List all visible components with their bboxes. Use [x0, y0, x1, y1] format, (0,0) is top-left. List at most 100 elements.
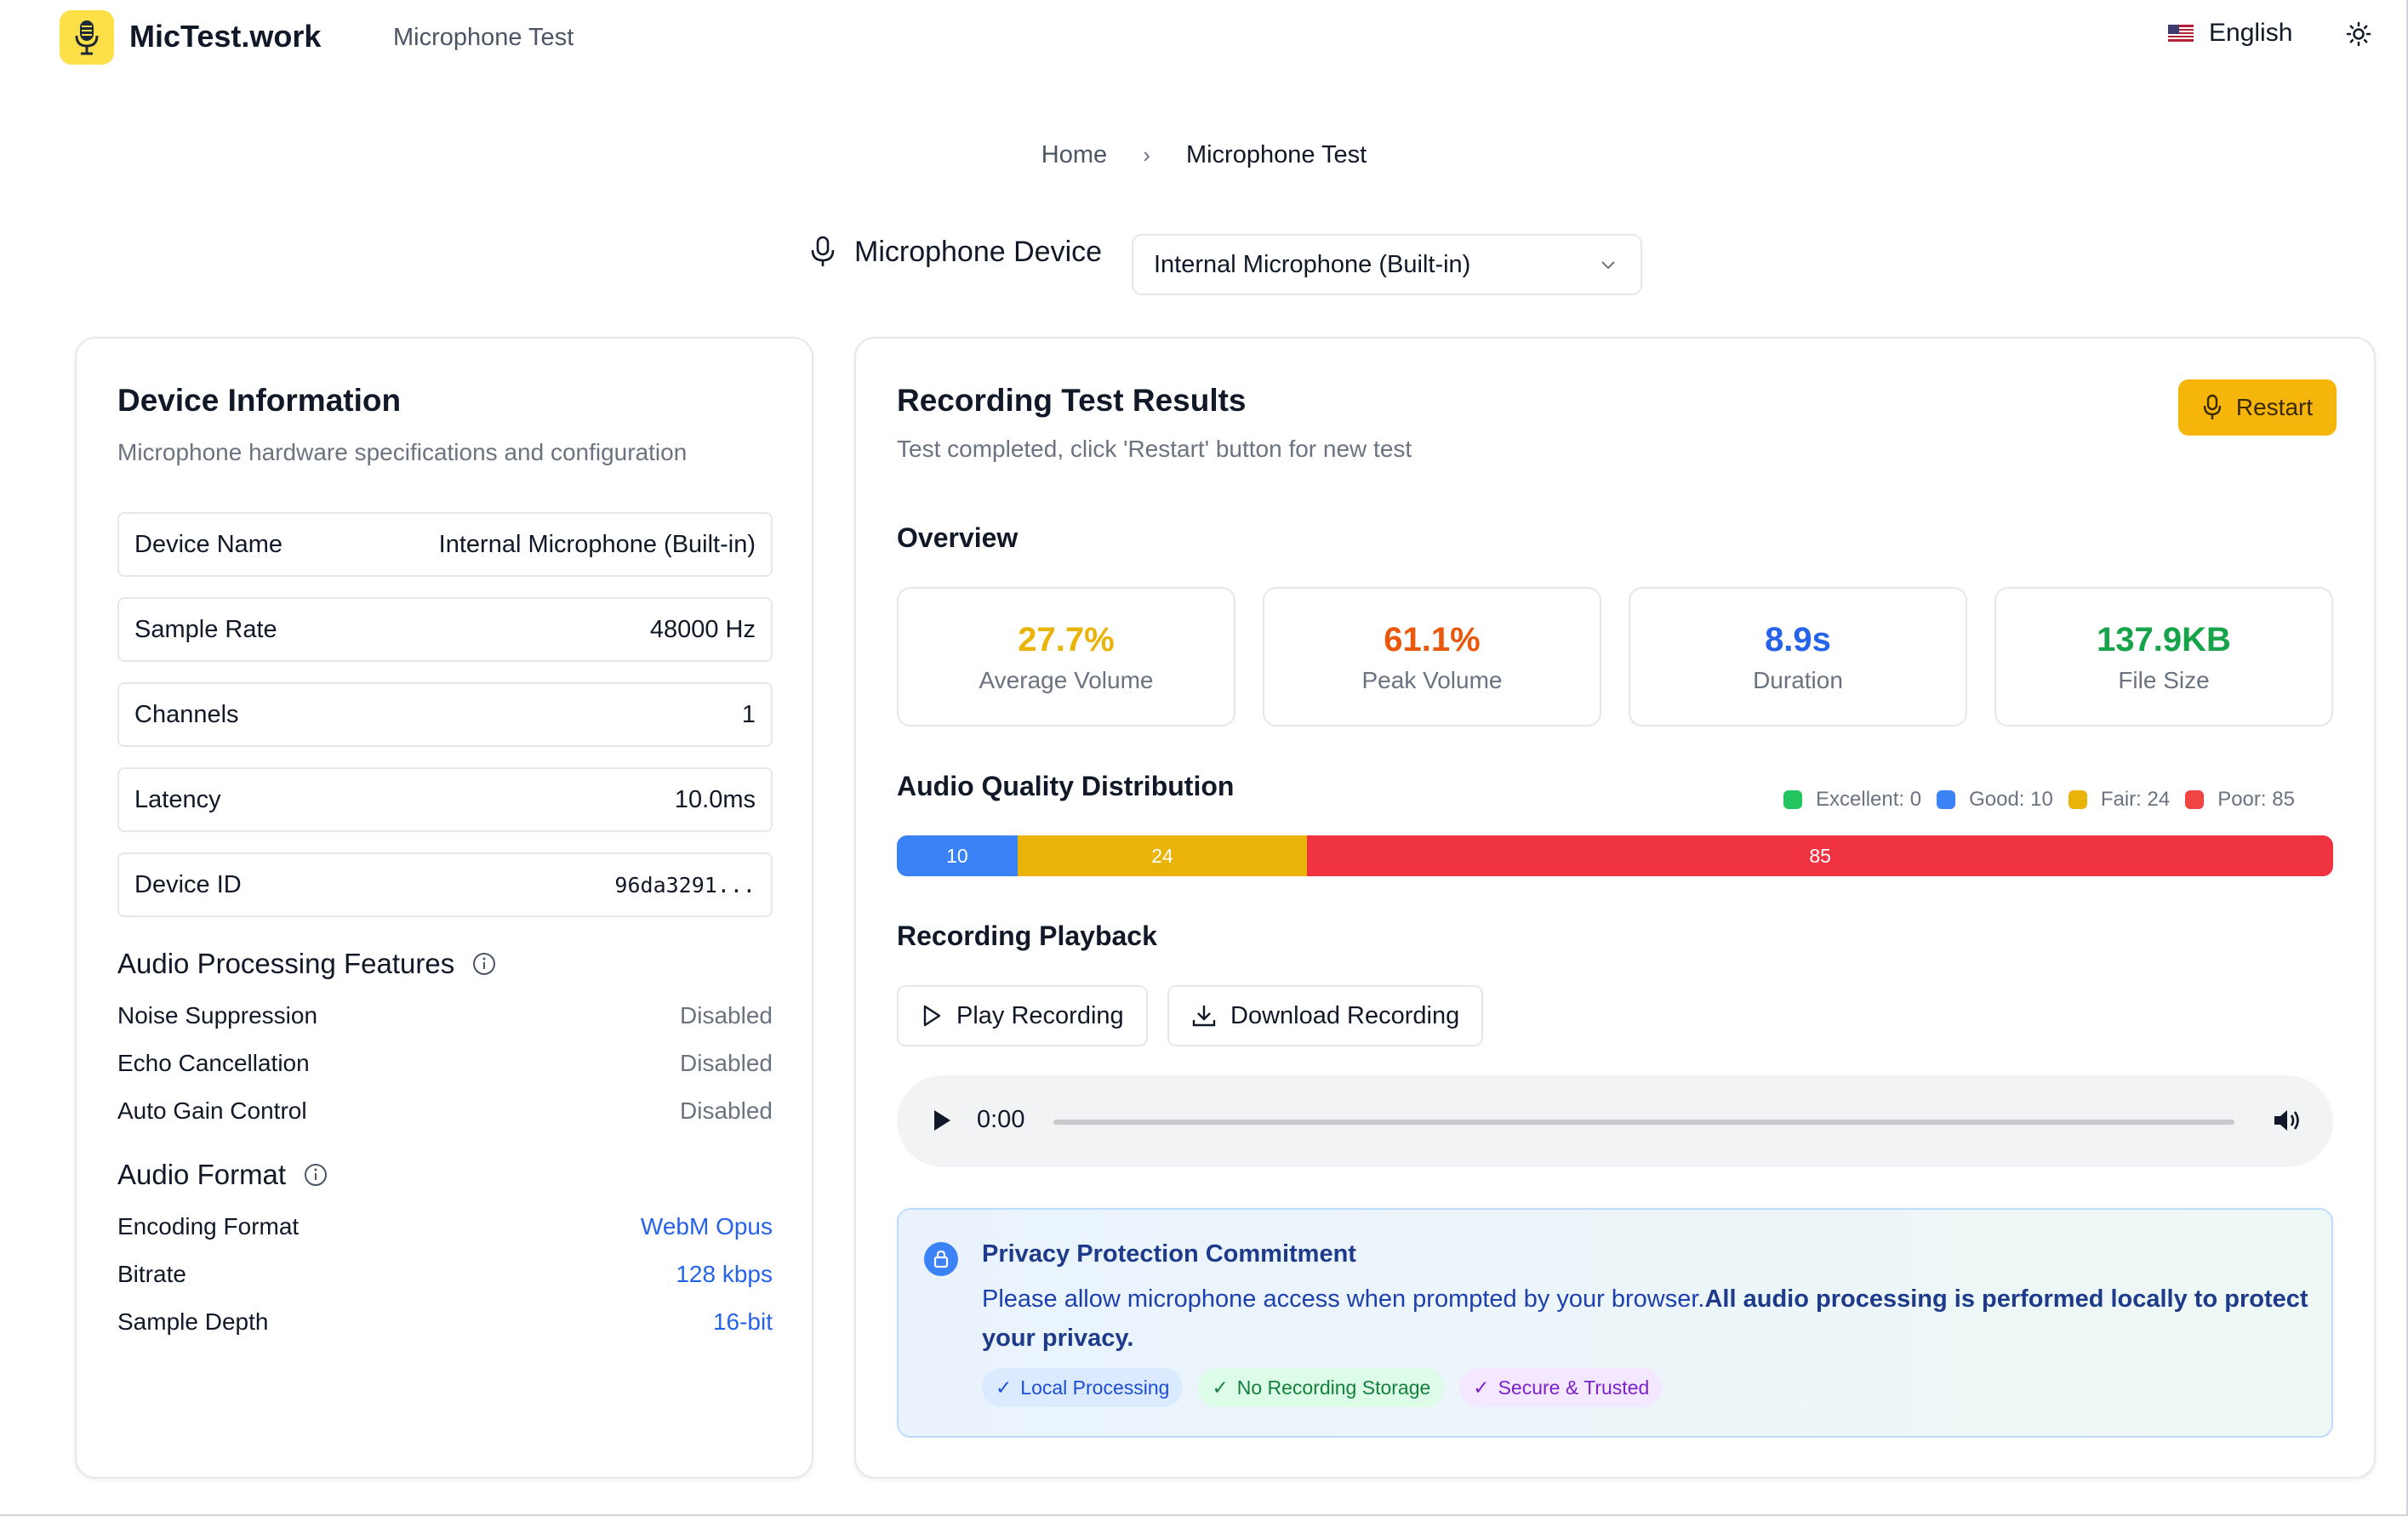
privacy-text: Please allow microphone access when prom… [982, 1279, 2309, 1358]
legend-label: Poor: 85 [2217, 788, 2295, 811]
chevron-down-icon [1601, 261, 1615, 270]
restart-label: Restart [2235, 394, 2314, 420]
info-value: 10.0ms [674, 785, 756, 813]
legend-item-fair: Fair: 24 [2068, 788, 2170, 812]
format-key: Encoding Format [117, 1213, 300, 1240]
player-play-icon[interactable] [931, 1108, 953, 1133]
format-value: 128 kbps [676, 1261, 773, 1287]
audio-format-title: Audio Format [117, 1159, 287, 1190]
quality-segment-good: 10 [897, 835, 1018, 876]
info-icon[interactable] [471, 951, 497, 977]
check-icon: ✓ [996, 1376, 1013, 1399]
device-select-value: Internal Microphone (Built-in) [1154, 250, 1471, 278]
stat-value: 27.7% [1018, 621, 1115, 658]
quality-title: Audio Quality Distribution [897, 771, 1235, 801]
us-flag-icon [2168, 25, 2194, 42]
play-recording-button[interactable]: Play Recording [897, 985, 1148, 1046]
info-key: Device ID [134, 870, 242, 898]
chevron-right-icon: › [1143, 142, 1150, 168]
stat-label: Average Volume [979, 667, 1154, 693]
stat-value: 137.9KB [2097, 621, 2231, 658]
logo-mic-icon[interactable] [60, 10, 114, 65]
format-row-sample-depth: Sample Depth 16-bit [117, 1308, 773, 1336]
device-label: Microphone Device [808, 235, 1102, 269]
breadcrumb: Home › Microphone Test [0, 141, 2408, 169]
stat-label: File Size [2118, 667, 2210, 693]
format-row-bitrate: Bitrate 128 kbps [117, 1261, 773, 1288]
tag-secure-trusted: ✓ Secure & Trusted [1459, 1368, 1663, 1407]
microphone-icon [2203, 394, 2222, 419]
language-selector[interactable]: English [2168, 19, 2292, 48]
info-row-channels: Channels 1 [117, 682, 773, 747]
audio-format-heading: Audio Format [117, 1159, 328, 1191]
info-icon[interactable] [303, 1162, 328, 1188]
theme-toggle-sun-icon[interactable] [2342, 17, 2376, 51]
legend-swatch [2185, 790, 2205, 809]
language-label: English [2209, 19, 2293, 47]
feature-row-auto-gain-control: Auto Gain Control Disabled [117, 1097, 773, 1125]
format-key: Sample Depth [117, 1308, 269, 1335]
volume-icon[interactable] [2272, 1106, 2302, 1135]
legend-item-good: Good: 10 [1937, 788, 2053, 812]
recording-results-card: Recording Test Results Test completed, c… [854, 337, 2376, 1479]
download-recording-button[interactable]: Download Recording [1167, 985, 1484, 1046]
legend-item-excellent: Excellent: 0 [1783, 788, 1921, 812]
info-key: Channels [134, 700, 239, 728]
feature-value: Disabled [680, 1050, 773, 1076]
legend-swatch [1937, 790, 1956, 809]
results-subtitle: Test completed, click 'Restart' button f… [897, 436, 1412, 462]
privacy-text-plain: Please allow microphone access when prom… [982, 1285, 1705, 1313]
feature-key: Echo Cancellation [117, 1050, 310, 1076]
check-icon: ✓ [1473, 1376, 1490, 1399]
format-key: Bitrate [117, 1261, 186, 1287]
download-icon [1192, 1006, 1216, 1027]
privacy-text-bold: All audio processing is performed locall… [982, 1285, 2308, 1352]
tag-local-processing: ✓ Local Processing [982, 1368, 1184, 1407]
info-row-device-name: Device Name Internal Microphone (Built-i… [117, 512, 773, 577]
legend-swatch [2068, 790, 2087, 809]
info-key: Latency [134, 785, 221, 813]
privacy-tags: ✓ Local Processing ✓ No Recording Storag… [982, 1368, 1663, 1407]
logo-text[interactable]: MicTest.work [129, 19, 322, 54]
restart-button[interactable]: Restart [2178, 379, 2337, 436]
privacy-notice: Privacy Protection Commitment Please all… [897, 1208, 2333, 1438]
check-icon: ✓ [1212, 1376, 1229, 1399]
stat-label: Peak Volume [1361, 667, 1503, 693]
play-recording-label: Play Recording [956, 1001, 1124, 1029]
legend-swatch [1783, 790, 1802, 809]
tag-label: Local Processing [1020, 1376, 1170, 1399]
tag-label: Secure & Trusted [1498, 1376, 1650, 1399]
quality-distribution-bar: 10 24 85 [897, 835, 2333, 876]
quality-segment-poor: 85 [1307, 835, 2333, 876]
quality-legend: Excellent: 0 Good: 10 Fair: 24 Poor: 85 [1783, 788, 2310, 812]
stat-duration: 8.9s Duration [1629, 587, 1967, 727]
info-value: Internal Microphone (Built-in) [438, 530, 756, 558]
lock-icon [924, 1242, 958, 1276]
stat-label: Duration [1753, 667, 1843, 693]
info-key: Sample Rate [134, 615, 277, 643]
legend-item-poor: Poor: 85 [2185, 788, 2295, 812]
info-row-latency: Latency 10.0ms [117, 767, 773, 832]
info-key: Device Name [134, 530, 283, 558]
nav-link-microphone-test[interactable]: Microphone Test [393, 24, 574, 51]
device-info-title: Device Information [117, 383, 402, 418]
results-title: Recording Test Results [897, 383, 1247, 418]
info-row-device-id: Device ID 96da3291... [117, 852, 773, 917]
playback-title: Recording Playback [897, 920, 1157, 951]
stat-value: 8.9s [1765, 621, 1831, 658]
device-selector-row: Microphone Device Internal Microphone (B… [808, 234, 1642, 295]
info-value: 48000 Hz [649, 615, 756, 643]
info-value: 1 [741, 700, 756, 728]
breadcrumb-home[interactable]: Home [1041, 141, 1108, 168]
feature-key: Noise Suppression [117, 1002, 318, 1029]
format-value: 16-bit [712, 1308, 773, 1335]
device-select-dropdown[interactable]: Internal Microphone (Built-in) [1132, 234, 1642, 295]
privacy-title: Privacy Protection Commitment [982, 1240, 1356, 1268]
player-seek-bar[interactable] [1053, 1120, 2234, 1125]
feature-row-noise-suppression: Noise Suppression Disabled [117, 1002, 773, 1029]
legend-label: Good: 10 [1969, 788, 2053, 811]
stat-value: 61.1% [1384, 621, 1481, 658]
feature-value: Disabled [680, 1002, 773, 1029]
device-information-card: Device Information Microphone hardware s… [75, 337, 813, 1479]
audio-player: 0:00 [897, 1075, 2333, 1167]
